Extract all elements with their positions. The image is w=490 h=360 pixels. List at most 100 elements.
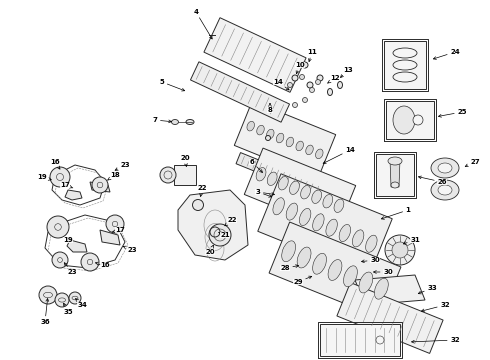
Ellipse shape [282, 241, 295, 262]
Ellipse shape [160, 167, 176, 183]
Text: 19: 19 [37, 174, 51, 180]
Ellipse shape [266, 135, 270, 140]
Ellipse shape [312, 190, 321, 203]
Ellipse shape [278, 176, 288, 190]
Ellipse shape [302, 62, 308, 68]
Ellipse shape [301, 185, 311, 199]
Text: 34: 34 [75, 298, 87, 308]
Ellipse shape [323, 194, 333, 208]
Ellipse shape [172, 120, 178, 125]
Ellipse shape [293, 103, 297, 108]
Text: 17: 17 [112, 227, 125, 233]
Ellipse shape [299, 75, 304, 80]
Polygon shape [355, 275, 425, 305]
Ellipse shape [297, 247, 311, 268]
Ellipse shape [306, 145, 313, 155]
Polygon shape [191, 62, 290, 122]
Ellipse shape [317, 75, 323, 81]
Ellipse shape [328, 260, 342, 280]
Polygon shape [174, 165, 196, 185]
Ellipse shape [247, 121, 254, 131]
Ellipse shape [438, 185, 452, 195]
Ellipse shape [106, 215, 124, 233]
Ellipse shape [267, 172, 277, 185]
Ellipse shape [50, 167, 70, 187]
Ellipse shape [359, 272, 373, 293]
Polygon shape [67, 240, 87, 252]
Text: 23: 23 [115, 162, 130, 170]
Text: 35: 35 [63, 303, 73, 315]
Polygon shape [384, 41, 426, 89]
Polygon shape [90, 182, 110, 192]
Polygon shape [269, 222, 401, 318]
Text: 22: 22 [197, 185, 207, 197]
Ellipse shape [193, 199, 203, 211]
Ellipse shape [313, 214, 324, 231]
Text: 22: 22 [225, 217, 237, 226]
Ellipse shape [392, 242, 408, 258]
Text: 23: 23 [123, 246, 137, 253]
Ellipse shape [388, 157, 402, 165]
Text: 10: 10 [295, 62, 305, 74]
Ellipse shape [438, 163, 452, 173]
Text: 23: 23 [64, 263, 77, 275]
Ellipse shape [313, 253, 326, 274]
Text: 30: 30 [362, 257, 380, 263]
Text: 17: 17 [60, 182, 73, 188]
Ellipse shape [39, 286, 57, 304]
Ellipse shape [81, 253, 99, 271]
Ellipse shape [92, 177, 108, 193]
Text: 14: 14 [273, 79, 289, 90]
Text: 33: 33 [418, 285, 437, 294]
Text: 14: 14 [323, 147, 355, 163]
Text: 4: 4 [194, 9, 212, 39]
Ellipse shape [52, 252, 68, 268]
Ellipse shape [327, 89, 333, 95]
Ellipse shape [374, 278, 388, 299]
Text: 7: 7 [152, 117, 171, 123]
Text: 16: 16 [50, 159, 60, 169]
Ellipse shape [257, 125, 264, 135]
Ellipse shape [292, 75, 298, 81]
Ellipse shape [307, 82, 313, 88]
Text: 13: 13 [341, 67, 353, 77]
Text: 32: 32 [421, 302, 450, 312]
Text: 1: 1 [381, 207, 411, 219]
Ellipse shape [286, 203, 297, 220]
Text: 21: 21 [219, 232, 230, 238]
Polygon shape [234, 101, 336, 179]
Ellipse shape [256, 167, 266, 181]
Ellipse shape [299, 208, 311, 225]
Polygon shape [245, 148, 356, 232]
Text: 5: 5 [160, 79, 185, 91]
Text: 26: 26 [418, 176, 447, 185]
Ellipse shape [288, 82, 293, 87]
Polygon shape [204, 18, 306, 92]
Ellipse shape [366, 235, 377, 252]
Ellipse shape [413, 115, 423, 125]
Polygon shape [320, 324, 400, 356]
Ellipse shape [385, 235, 415, 265]
Ellipse shape [352, 230, 364, 247]
Ellipse shape [391, 182, 399, 188]
Text: 24: 24 [433, 49, 460, 59]
Ellipse shape [186, 120, 194, 125]
Text: 8: 8 [268, 103, 272, 113]
Text: 16: 16 [96, 262, 110, 268]
Ellipse shape [276, 133, 284, 143]
Text: 20: 20 [180, 155, 190, 166]
Text: 31: 31 [403, 237, 420, 244]
Ellipse shape [267, 129, 274, 139]
Ellipse shape [431, 158, 459, 178]
Polygon shape [178, 190, 248, 260]
Text: 25: 25 [439, 109, 467, 117]
Ellipse shape [209, 224, 231, 246]
Text: 29: 29 [293, 276, 312, 285]
Text: 27: 27 [465, 159, 480, 167]
Text: 3: 3 [256, 189, 274, 195]
Text: 30: 30 [373, 269, 393, 275]
Polygon shape [258, 174, 392, 276]
Ellipse shape [55, 293, 69, 307]
Polygon shape [376, 154, 414, 196]
Text: 11: 11 [307, 49, 317, 62]
